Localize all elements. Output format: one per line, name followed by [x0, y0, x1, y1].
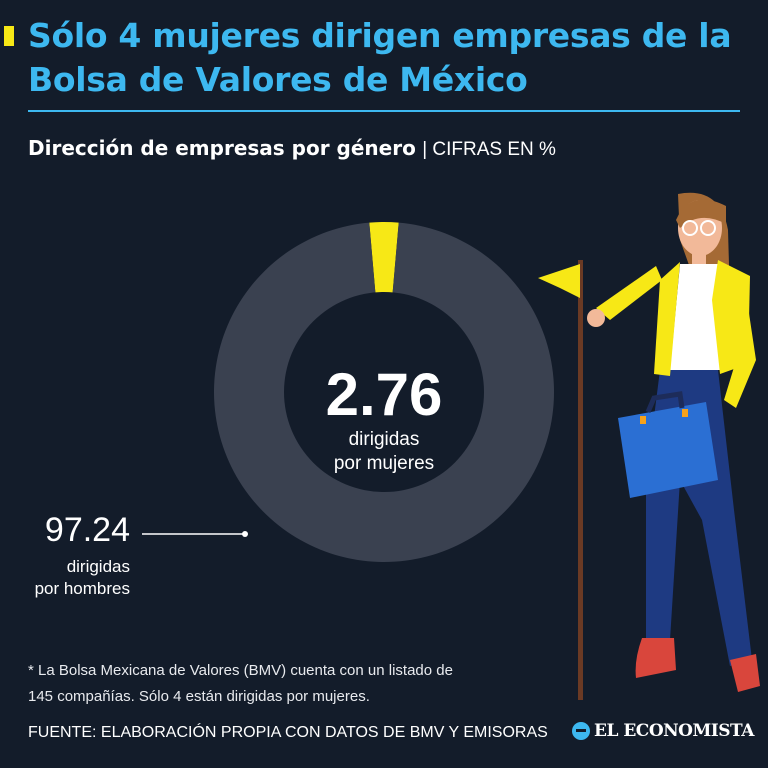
hand-left [587, 309, 605, 327]
shoe-left [635, 638, 676, 678]
briefcase [618, 402, 718, 498]
subtitle-unit: CIFRAS EN % [432, 139, 556, 160]
shoe-right [730, 654, 760, 692]
glasses-right [700, 220, 716, 236]
subtitle-text: Dirección de empresas por género [28, 136, 416, 160]
neck [692, 252, 706, 266]
men-label-line2: por hombres [34, 579, 130, 598]
men-label: dirigidas por hombres [10, 556, 130, 600]
flag [538, 264, 580, 298]
men-value: 97.24 [44, 511, 130, 549]
brand-name: EL ECONOMISTA [594, 721, 754, 741]
briefcase-clasp-right [682, 409, 688, 417]
brand-logo: EL ECONOMISTA [572, 721, 754, 741]
women-label: dirigidas por mujeres [284, 428, 484, 476]
footnote-line2: 145 compañías. Sólo 4 están dirigidas po… [28, 688, 370, 705]
men-leader-dot [242, 531, 248, 537]
subtitle-sep: | [422, 139, 433, 160]
businesswoman-illustration [538, 192, 760, 700]
accent-bar [4, 26, 14, 46]
footnote: * La Bolsa Mexicana de Valores (BMV) cue… [28, 658, 488, 710]
women-label-line1: dirigidas [348, 429, 420, 450]
arm-right [724, 280, 756, 408]
footnote-line1: * La Bolsa Mexicana de Valores (BMV) cue… [28, 662, 453, 679]
women-label-line2: por mujeres [333, 453, 435, 474]
briefcase-handle [645, 391, 685, 413]
briefcase-clasp-left [640, 416, 646, 424]
title-rule [28, 110, 740, 112]
brand-icon [572, 722, 590, 740]
men-label-line1: dirigidas [66, 557, 130, 576]
flag-pole [578, 260, 583, 700]
women-value: 2.76 [325, 361, 443, 428]
jacket-left [654, 262, 680, 376]
page-title: Sólo 4 mujeres dirigen empresas de la Bo… [28, 16, 732, 99]
donut-hole [284, 292, 484, 492]
blouse [670, 264, 722, 370]
source-line: FUENTE: ELABORACIÓN PROPIA CON DATOS DE … [28, 724, 548, 741]
arm-left [596, 266, 662, 320]
chart-subtitle: Dirección de empresas por género | CIFRA… [28, 134, 556, 164]
glasses-left [682, 220, 698, 236]
